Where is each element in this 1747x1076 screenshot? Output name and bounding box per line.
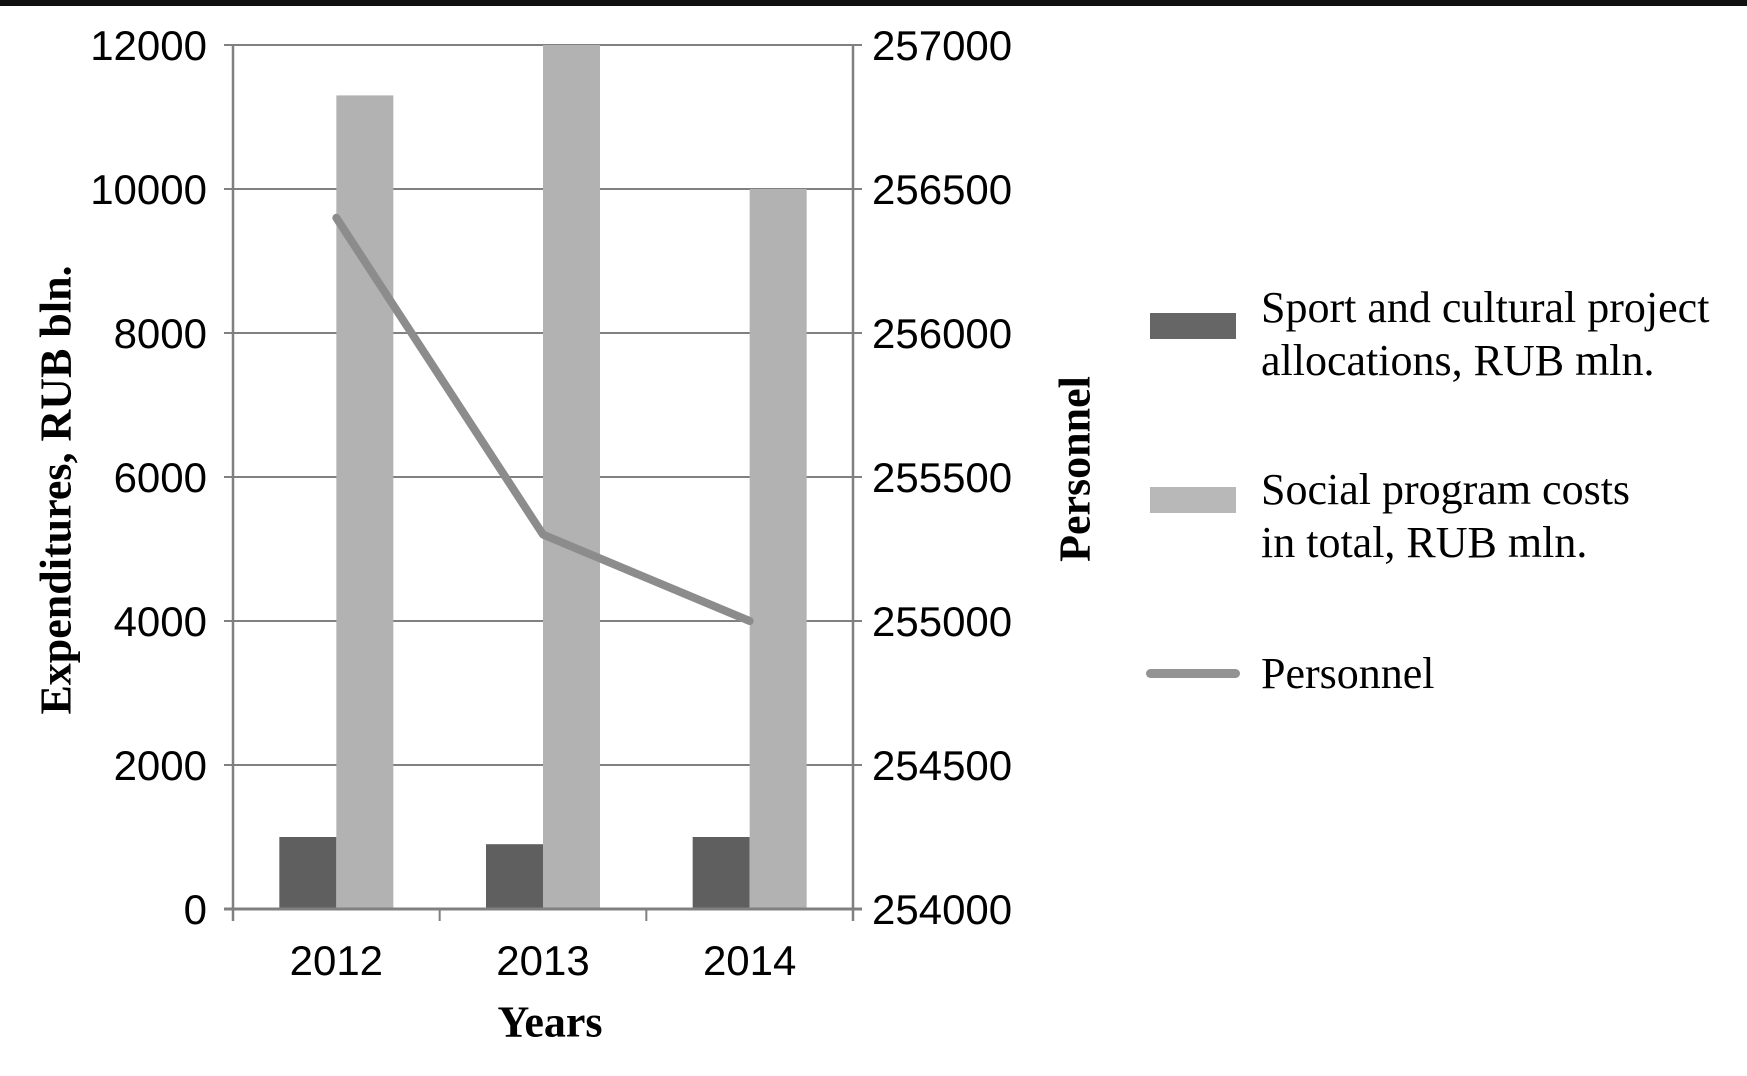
legend-label-line: in total, RUB mln. — [1261, 518, 1588, 567]
bar-sport-allocations — [279, 837, 337, 909]
personnel-line — [332, 213, 754, 625]
left-axis-tick-label: 6000 — [114, 454, 207, 501]
bar-sport-allocations — [486, 844, 543, 909]
bar-social-costs — [336, 95, 394, 909]
legend-label-line: Sport and cultural project — [1261, 283, 1710, 332]
x-axis-category-label: 2012 — [290, 937, 383, 984]
right-axis-tick-label: 256500 — [872, 166, 1012, 213]
left-axis-tick-label: 2000 — [114, 742, 207, 789]
x-axis-category-label: 2013 — [496, 937, 589, 984]
bar-social-costs — [543, 45, 600, 909]
right-axis-tick-label: 255000 — [872, 598, 1012, 645]
right-axis-tick-label: 256000 — [872, 310, 1012, 357]
legend-label-line: allocations, RUB mln. — [1261, 336, 1655, 385]
right-axis-tick-label: 254500 — [872, 742, 1012, 789]
figure-top-border — [0, 0, 1747, 6]
left-axis-tick-label: 4000 — [114, 598, 207, 645]
right-axis-title: Personnel — [1050, 376, 1100, 562]
right-axis-tick-label: 257000 — [872, 22, 1012, 69]
legend-label-line: Social program costs — [1261, 465, 1631, 514]
left-axis-tick-label: 10000 — [90, 166, 207, 213]
x-axis-category-label: 2014 — [703, 937, 796, 984]
legend-swatch-dark-bar — [1150, 313, 1236, 339]
left-axis-tick-label: 0 — [184, 886, 207, 933]
legend-swatch-light-bar — [1150, 487, 1236, 513]
bar-sport-allocations — [692, 837, 750, 909]
right-axis-tick-label: 254000 — [872, 886, 1012, 933]
left-axis-tick-label: 8000 — [114, 310, 207, 357]
x-axis-title: Years — [497, 997, 603, 1047]
right-axis-tick-label: 255500 — [872, 454, 1012, 501]
left-axis-tick-label: 12000 — [90, 22, 207, 69]
left-axis-title: Expenditures, RUB bln. — [31, 265, 81, 715]
legend-swatch-line — [1146, 669, 1240, 678]
bar-social-costs — [749, 189, 807, 909]
legend-label-line: Personnel — [1261, 649, 1435, 698]
